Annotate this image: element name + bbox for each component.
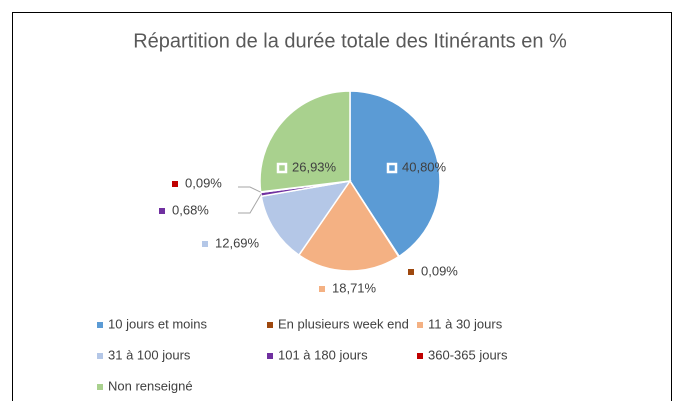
data-label: 40,80% (402, 159, 447, 174)
legend-swatch (417, 353, 423, 359)
legend-label: 10 jours et moins (108, 316, 207, 331)
legend-swatch (417, 322, 423, 328)
label-marker (319, 286, 325, 292)
leader-line (238, 186, 261, 193)
legend-label: 31 à 100 jours (108, 347, 191, 362)
pie-slice (297, 179, 400, 272)
legend-swatch (97, 353, 103, 359)
legend-label: 101 à 180 jours (278, 347, 368, 362)
label-marker (172, 181, 178, 187)
legend-label: Non renseigné (108, 378, 193, 393)
label-marker (276, 162, 288, 174)
label-marker (159, 208, 165, 214)
legend-swatch (97, 322, 103, 328)
legend-label: En plusieurs week end (278, 316, 409, 331)
data-label: 0,09% (421, 263, 458, 278)
chart-title: Répartition de la durée totale des Itiné… (133, 30, 567, 52)
legend-label: 360-365 jours (428, 347, 508, 362)
data-label: 18,71% (332, 280, 377, 295)
leader-line (238, 194, 262, 214)
data-label: 0,68% (172, 202, 209, 217)
label-marker (408, 269, 414, 275)
legend-swatch (267, 322, 273, 328)
pie-slice (260, 179, 352, 257)
data-label: 26,93% (292, 159, 337, 174)
data-label: 0,09% (185, 175, 222, 190)
data-label: 12,69% (215, 235, 260, 250)
label-marker (202, 241, 208, 247)
label-marker (386, 162, 398, 174)
legend-swatch (267, 353, 273, 359)
legend-swatch (97, 384, 103, 390)
legend-label: 11 à 30 jours (428, 316, 503, 331)
